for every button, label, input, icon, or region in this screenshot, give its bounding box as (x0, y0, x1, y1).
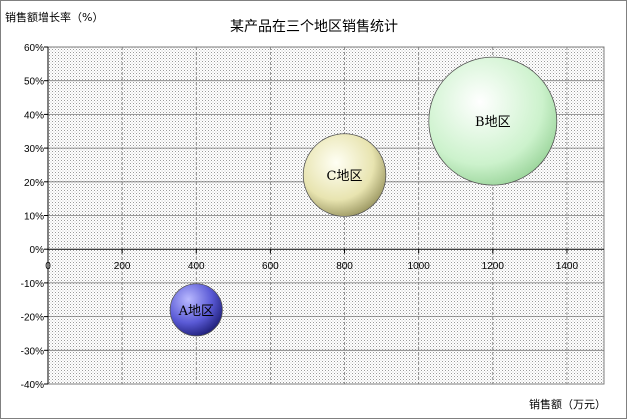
x-tick-label: 200 (114, 261, 131, 272)
bubble-label: A地区 (178, 304, 214, 319)
x-axis-label: 销售额（万元） (529, 397, 606, 411)
chart-title: 某产品在三个地区销售统计 (230, 19, 398, 35)
bubble-label: C地区 (327, 169, 363, 184)
x-tick-label: 600 (262, 261, 279, 272)
y-tick-label: 30% (24, 144, 44, 155)
y-tick-label: 60% (24, 43, 44, 54)
bubble (302, 133, 387, 217)
x-tick-label: 1000 (408, 261, 431, 272)
x-tick-label: 1400 (556, 261, 579, 272)
x-tick-label: 1200 (482, 261, 505, 272)
y-tick-label: 50% (24, 77, 44, 88)
y-tick-label: -20% (21, 313, 44, 324)
y-axis-label: 销售额增长率（%） (5, 10, 103, 24)
y-tick-label: 0% (30, 245, 45, 256)
x-tick-label: 400 (188, 261, 205, 272)
y-tick-label: 20% (24, 178, 44, 189)
y-tick-label: -30% (21, 346, 44, 357)
y-tick-label: 10% (24, 212, 44, 223)
y-tick-label: -40% (21, 380, 44, 391)
x-tick-label: 800 (336, 261, 353, 272)
y-tick-label: -10% (21, 279, 44, 290)
bubble-label: B地区 (475, 115, 511, 130)
bubble (169, 283, 223, 337)
x-tick-label: 0 (45, 261, 51, 272)
y-tick-label: 40% (24, 110, 44, 121)
bubble (428, 56, 558, 186)
